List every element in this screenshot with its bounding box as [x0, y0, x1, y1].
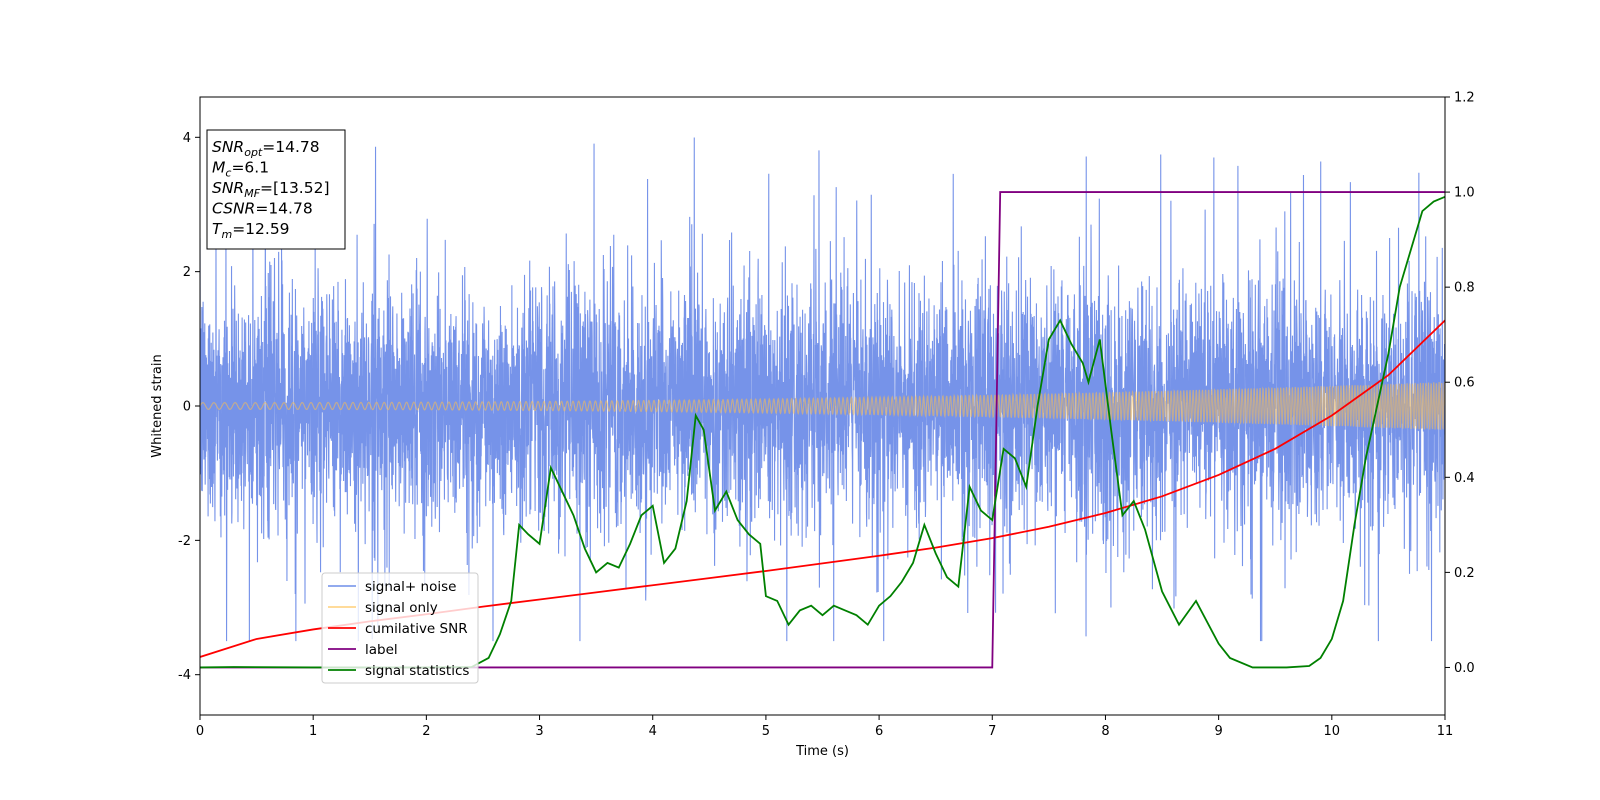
- y-left-tick-label: 4: [183, 131, 191, 146]
- y-right-tick: 1.0: [1445, 186, 1475, 201]
- x-tick-label: 1: [309, 724, 317, 739]
- y-right-tick-label: 0.0: [1454, 661, 1475, 676]
- x-axis: 0 1 2 3 4 5 6 7 8 9 10 11: [196, 715, 1453, 739]
- legend-item: label: [328, 642, 398, 658]
- legend-label: cumilative SNR: [365, 621, 468, 637]
- x-tick-label: 11: [1437, 724, 1454, 739]
- annotation-frame: [206, 129, 346, 250]
- y-axis-label: Whitened strain: [150, 354, 165, 457]
- legend-label: signal+ noise: [365, 579, 456, 595]
- series-label: [200, 191, 1445, 669]
- x-tick: 0: [196, 715, 204, 739]
- series-signal-only: [200, 381, 1445, 430]
- y-right-tick: 0.2: [1445, 566, 1475, 581]
- legend-label: label: [365, 642, 398, 658]
- x-tick-label: 4: [649, 724, 657, 739]
- y-right-tick: 0.4: [1445, 471, 1475, 486]
- x-tick-label: 3: [535, 724, 543, 739]
- y-right-tick: 1.2: [1445, 91, 1475, 106]
- y-right-tick: 0.0: [1445, 661, 1475, 676]
- x-tick: 6: [875, 715, 883, 739]
- x-tick: 11: [1437, 715, 1454, 739]
- legend-label: signal statistics: [365, 663, 469, 679]
- x-axis-label: Time (s): [795, 744, 849, 759]
- x-tick-label: 5: [762, 724, 770, 739]
- y-left-tick-label: -4: [178, 668, 191, 683]
- legend-item: signal statistics: [328, 663, 469, 679]
- y-right-tick-label: 0.2: [1454, 566, 1475, 581]
- x-tick: 10: [1324, 715, 1341, 739]
- legend-label: signal only: [365, 600, 438, 616]
- x-tick: 9: [1214, 715, 1223, 739]
- stats-annotation-box: SNRopt=14.78Mc=6.1SNRMF=[13.52]CSNR=14.7…: [206, 129, 346, 250]
- y-axis-left: -4 -2 0 2 4: [178, 131, 200, 683]
- series-signal-statistics: [200, 196, 1445, 669]
- y-right-tick-label: 0.4: [1454, 471, 1475, 486]
- legend-item: cumilative SNR: [328, 621, 468, 637]
- y-left-tick: 0: [183, 400, 200, 415]
- x-tick: 5: [762, 715, 770, 739]
- x-tick: 1: [309, 715, 317, 739]
- x-tick: 2: [422, 715, 431, 739]
- x-tick: 3: [535, 715, 544, 739]
- series-signal-noise: [200, 137, 1445, 642]
- annotation-line: SNRopt=14.78: [212, 138, 320, 159]
- x-tick: 8: [1101, 715, 1110, 739]
- x-tick-label: 6: [875, 724, 883, 739]
- legend: signal+ noise signal only cumilative SNR la…: [321, 572, 479, 684]
- y-right-tick-label: 1.0: [1454, 186, 1475, 201]
- annotation-line: CSNR=14.78: [212, 200, 313, 218]
- y-left-tick: -2: [178, 534, 200, 549]
- y-right-tick: 0.8: [1445, 281, 1475, 296]
- x-tick: 7: [988, 715, 996, 739]
- legend-frame: [321, 572, 479, 684]
- y-right-tick-label: 0.8: [1454, 281, 1475, 296]
- y-left-tick-label: 2: [183, 265, 191, 280]
- annotation-line: SNRMF=[13.52]: [212, 179, 330, 200]
- x-tick-label: 2: [422, 724, 430, 739]
- x-tick-label: 7: [988, 724, 996, 739]
- legend-item: signal+ noise: [328, 579, 456, 595]
- x-tick-label: 10: [1324, 724, 1341, 739]
- legend-item: signal only: [328, 600, 438, 616]
- x-tick-label: 8: [1101, 724, 1109, 739]
- y-left-tick-label: -2: [178, 534, 191, 549]
- y-right-tick-label: 1.2: [1454, 91, 1475, 106]
- y-axis-right: 0.0 0.2 0.4 0.6 0.8 1.0 1.2: [1445, 91, 1475, 676]
- x-tick-label: 0: [196, 724, 204, 739]
- y-left-tick: 4: [183, 131, 200, 146]
- y-left-tick-label: 0: [183, 400, 191, 415]
- y-left-tick: 2: [183, 265, 200, 280]
- y-right-tick-label: 0.6: [1454, 376, 1475, 391]
- annotation-line: Tm=12.59: [212, 220, 290, 241]
- y-left-tick: -4: [178, 668, 200, 683]
- annotation-line: Mc=6.1: [212, 159, 269, 180]
- x-tick: 4: [649, 715, 657, 739]
- y-right-tick: 0.6: [1445, 376, 1475, 391]
- x-tick-label: 9: [1214, 724, 1222, 739]
